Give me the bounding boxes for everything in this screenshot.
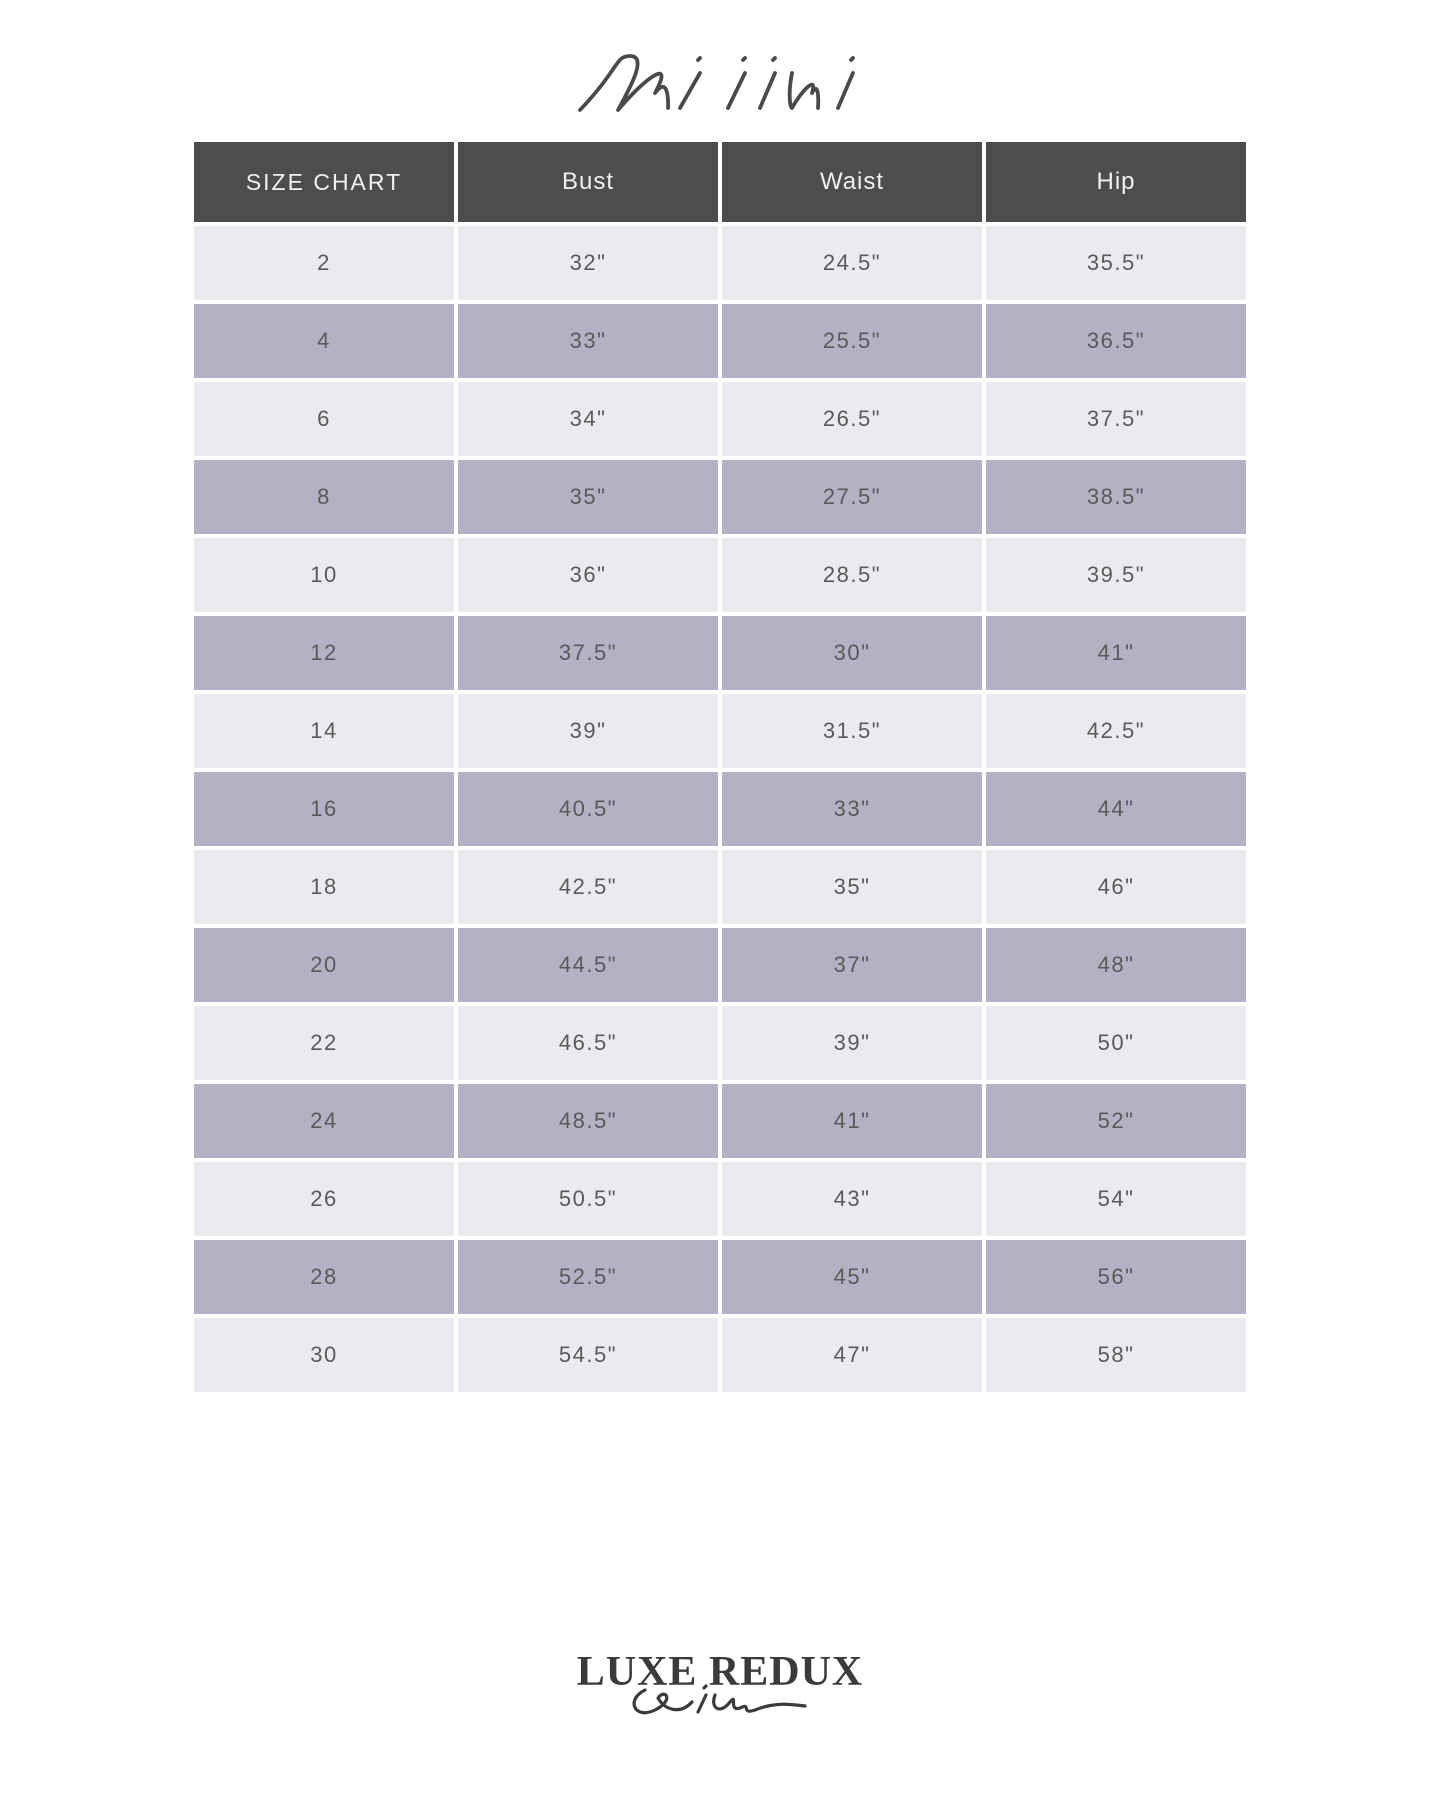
- table-row: 1439"31.5"42.5": [194, 694, 1246, 768]
- table-cell: 26: [194, 1162, 454, 1236]
- column-header: Waist: [722, 142, 982, 222]
- size-chart: SIZE CHARTBustWaistHip 232"24.5"35.5"433…: [190, 138, 1250, 1396]
- table-cell: 40.5": [458, 772, 718, 846]
- column-header: Bust: [458, 142, 718, 222]
- table-row: 433"25.5"36.5": [194, 304, 1246, 378]
- column-header: SIZE CHART: [194, 142, 454, 222]
- table-cell: 26.5": [722, 382, 982, 456]
- table-cell: 42.5": [458, 850, 718, 924]
- table-row: 2650.5"43"54": [194, 1162, 1246, 1236]
- table-cell: 36": [458, 538, 718, 612]
- table-cell: 32": [458, 226, 718, 300]
- footer-brand-script: [620, 1680, 820, 1730]
- table-cell: 28: [194, 1240, 454, 1314]
- table-cell: 30": [722, 616, 982, 690]
- table-cell: 37": [722, 928, 982, 1002]
- table-cell: 46.5": [458, 1006, 718, 1080]
- table-cell: 12: [194, 616, 454, 690]
- table-cell: 14: [194, 694, 454, 768]
- table-cell: 41": [722, 1084, 982, 1158]
- table-cell: 28.5": [722, 538, 982, 612]
- table-cell: 52": [986, 1084, 1246, 1158]
- table-cell: 52.5": [458, 1240, 718, 1314]
- table-cell: 54.5": [458, 1318, 718, 1392]
- table-cell: 39.5": [986, 538, 1246, 612]
- table-row: 634"26.5"37.5": [194, 382, 1246, 456]
- table-cell: 44": [986, 772, 1246, 846]
- table-cell: 33": [458, 304, 718, 378]
- table-cell: 50": [986, 1006, 1246, 1080]
- table-row: 1237.5"30"41": [194, 616, 1246, 690]
- table-cell: 16: [194, 772, 454, 846]
- table-cell: 25.5": [722, 304, 982, 378]
- table-cell: 38.5": [986, 460, 1246, 534]
- table-row: 835"27.5"38.5": [194, 460, 1246, 534]
- table-row: 1640.5"33"44": [194, 772, 1246, 846]
- table-cell: 31.5": [722, 694, 982, 768]
- table-cell: 36.5": [986, 304, 1246, 378]
- table-cell: 44.5": [458, 928, 718, 1002]
- table-cell: 45": [722, 1240, 982, 1314]
- brand-logo-top: [560, 38, 880, 128]
- brand-logo-footer: LUXE REDUX: [577, 1648, 864, 1730]
- table-cell: 39": [458, 694, 718, 768]
- table-cell: 54": [986, 1162, 1246, 1236]
- table-cell: 48": [986, 928, 1246, 1002]
- table-cell: 37.5": [986, 382, 1246, 456]
- table-row: 3054.5"47"58": [194, 1318, 1246, 1392]
- table-cell: 42.5": [986, 694, 1246, 768]
- table-cell: 47": [722, 1318, 982, 1392]
- table-cell: 22: [194, 1006, 454, 1080]
- table-cell: 35.5": [986, 226, 1246, 300]
- table-cell: 6: [194, 382, 454, 456]
- table-cell: 48.5": [458, 1084, 718, 1158]
- table-cell: 43": [722, 1162, 982, 1236]
- table-row: 2246.5"39"50": [194, 1006, 1246, 1080]
- table-cell: 56": [986, 1240, 1246, 1314]
- table-cell: 35": [458, 460, 718, 534]
- table-cell: 33": [722, 772, 982, 846]
- table-cell: 10: [194, 538, 454, 612]
- column-header: Hip: [986, 142, 1246, 222]
- table-cell: 39": [722, 1006, 982, 1080]
- size-chart-table: SIZE CHARTBustWaistHip 232"24.5"35.5"433…: [190, 138, 1250, 1396]
- table-row: 2448.5"41"52": [194, 1084, 1246, 1158]
- table-cell: 18: [194, 850, 454, 924]
- table-row: 1842.5"35"46": [194, 850, 1246, 924]
- table-row: 2852.5"45"56": [194, 1240, 1246, 1314]
- table-cell: 24: [194, 1084, 454, 1158]
- table-cell: 20: [194, 928, 454, 1002]
- table-cell: 35": [722, 850, 982, 924]
- table-cell: 41": [986, 616, 1246, 690]
- table-cell: 8: [194, 460, 454, 534]
- table-cell: 30: [194, 1318, 454, 1392]
- table-cell: 27.5": [722, 460, 982, 534]
- table-row: 232"24.5"35.5": [194, 226, 1246, 300]
- table-row: 2044.5"37"48": [194, 928, 1246, 1002]
- table-cell: 34": [458, 382, 718, 456]
- table-cell: 46": [986, 850, 1246, 924]
- table-cell: 50.5": [458, 1162, 718, 1236]
- table-cell: 24.5": [722, 226, 982, 300]
- table-cell: 58": [986, 1318, 1246, 1392]
- table-cell: 4: [194, 304, 454, 378]
- table-cell: 37.5": [458, 616, 718, 690]
- table-row: 1036"28.5"39.5": [194, 538, 1246, 612]
- table-cell: 2: [194, 226, 454, 300]
